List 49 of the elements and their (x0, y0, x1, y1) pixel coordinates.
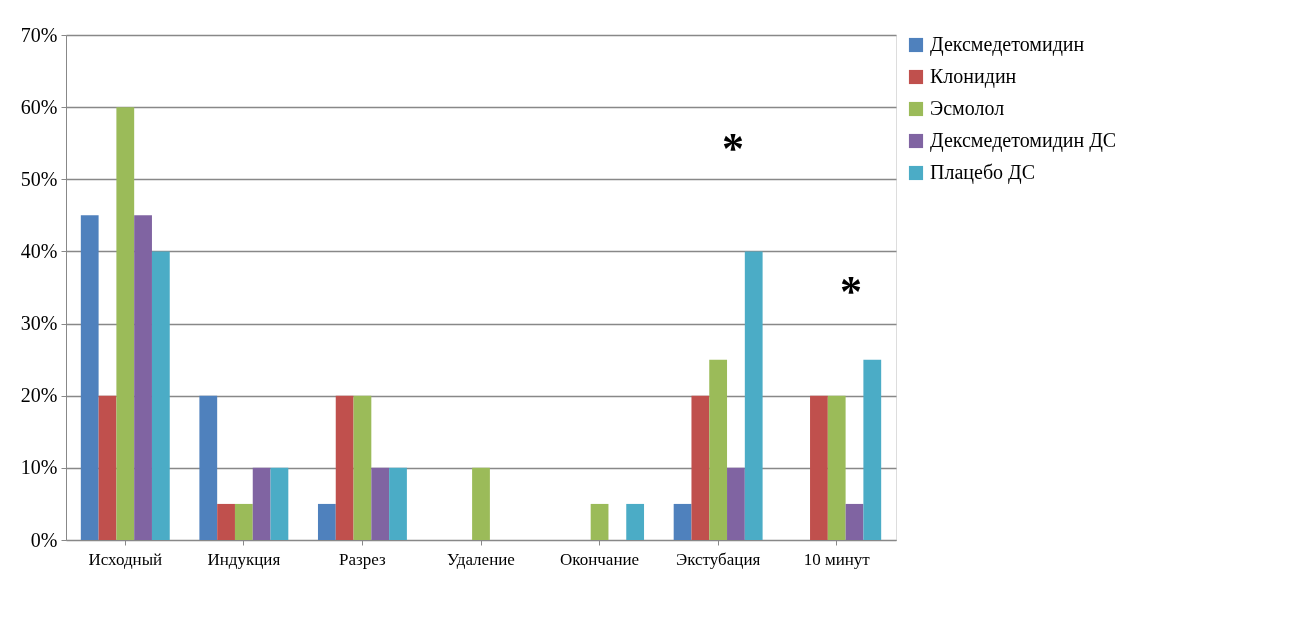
legend-label: Дексмедетомидин ДС (930, 129, 1117, 152)
bar (317, 503, 336, 540)
x-tick-label: Окончание (560, 549, 640, 569)
bar (353, 395, 372, 540)
bar (199, 395, 218, 540)
x-tick-label: Исходный (88, 549, 163, 569)
bar (252, 467, 271, 540)
bar (234, 503, 253, 540)
x-tick-label: Удаление (447, 549, 515, 569)
x-tick-label: Индукция (207, 549, 281, 569)
bar (810, 395, 828, 540)
bar (151, 251, 170, 540)
bar (389, 467, 407, 540)
legend-label: Эсмолол (930, 97, 1005, 119)
x-tick-label: 10 минут (803, 549, 871, 569)
y-tick-label: 60% (20, 95, 58, 118)
x-tick-label: Разрез (339, 549, 387, 569)
bar (863, 359, 882, 540)
y-tick-label: 20% (20, 384, 58, 407)
y-tick-label: 10% (20, 456, 58, 479)
bar (845, 503, 864, 540)
bar (827, 395, 846, 540)
bar (472, 467, 490, 540)
bar (691, 395, 710, 540)
bar (709, 359, 728, 540)
annotation: * (722, 124, 744, 173)
legend-label: Дексмедетомидин (930, 33, 1085, 56)
bar (217, 503, 235, 540)
y-tick-label: 40% (20, 239, 58, 262)
x-tick-label: Экстубация (675, 549, 761, 569)
bar (626, 503, 645, 540)
y-tick-label: 50% (20, 167, 58, 190)
bar (134, 215, 152, 540)
y-tick-label: 0% (30, 528, 58, 551)
bar (744, 251, 763, 540)
bar (727, 467, 745, 540)
bar (590, 503, 609, 540)
y-tick-label: 30% (20, 312, 58, 335)
bar (335, 395, 354, 540)
y-tick-label: 70% (20, 23, 58, 46)
legend-label: Плацебо ДС (930, 161, 1036, 184)
bar (98, 395, 117, 540)
legend-label: Клонидин (930, 65, 1017, 88)
bar (116, 107, 135, 540)
bar (673, 503, 692, 540)
bar (80, 215, 99, 540)
bar (371, 467, 390, 540)
annotation: * (840, 267, 862, 316)
bar (270, 467, 289, 540)
